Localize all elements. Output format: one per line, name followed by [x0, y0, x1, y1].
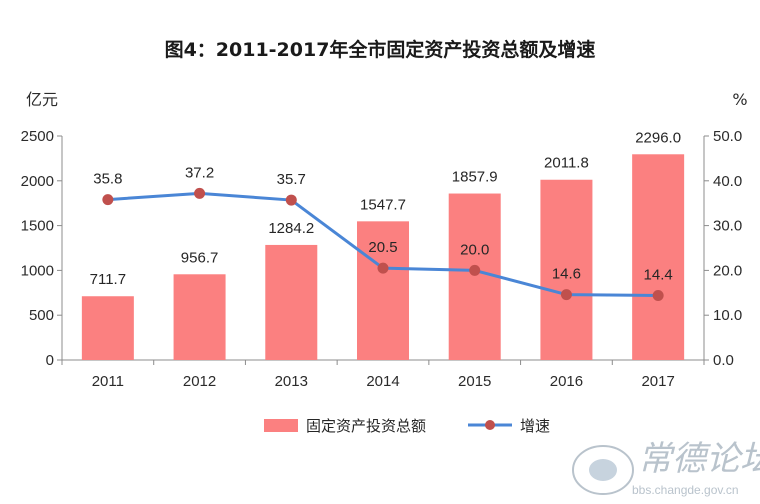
left-tick-label: 0 [46, 352, 54, 369]
bar [357, 221, 409, 360]
x-tick-label: 2015 [458, 373, 491, 390]
line-point [285, 194, 297, 206]
legend-bar-swatch [264, 419, 298, 432]
axes: 0 500 1000 1500 2000 2500 0.0 10.0 20.0 30.0 40.0 5… [21, 128, 743, 390]
right-axis-unit: % [732, 90, 747, 109]
watermark: 常德论坛 bbs.changde.gov.cn [572, 439, 760, 497]
left-tick-label: 1000 [21, 262, 54, 279]
bar-value-label: 1284.2 [268, 220, 314, 237]
legend-bar-label: 固定资产投资总额 [306, 417, 426, 435]
data-labels: 711.7 956.7 1284.2 1547.7 1857.9 2011.8 2296.0… [90, 129, 681, 288]
legend-line-marker [485, 420, 495, 430]
bar-series [81, 154, 685, 360]
line-value-label: 14.6 [552, 266, 581, 283]
legend: 固定资产投资总额 增速 [264, 417, 550, 435]
right-tick-label: 40.0 [713, 173, 742, 190]
line-value-label: 20.5 [368, 239, 397, 256]
bar-value-label: 2011.8 [544, 155, 589, 172]
bar-value-label: 711.7 [90, 271, 126, 288]
right-tick-label: 30.0 [713, 218, 742, 235]
bar-value-label: 1547.7 [360, 196, 406, 213]
right-tick-label: 0.0 [713, 352, 734, 369]
line-value-label: 20.0 [460, 241, 489, 258]
x-tick-label: 2011 [92, 373, 124, 390]
x-tick-label: 2017 [641, 373, 674, 390]
left-tick-label: 1500 [21, 218, 54, 235]
bar [632, 154, 685, 360]
bar-value-label: 956.7 [181, 249, 219, 266]
x-tick-label: 2016 [550, 373, 583, 390]
legend-line-label: 增速 [520, 417, 550, 435]
line-point [377, 262, 389, 274]
line-point [102, 194, 114, 206]
left-tick-label: 500 [29, 307, 54, 324]
right-tick-label: 10.0 [713, 307, 742, 324]
right-tick-label: 20.0 [713, 262, 742, 279]
bar [81, 296, 134, 360]
watermark-url: bbs.changde.gov.cn [632, 483, 739, 497]
line-point [560, 289, 572, 301]
bar-value-label: 2296.0 [635, 129, 681, 146]
line-value-label: 37.2 [185, 164, 214, 181]
left-axis-unit: 亿元 [26, 90, 58, 109]
chart-title: 图4：2011-2017年全市固定资产投资总额及增速 [165, 38, 596, 61]
x-tick-label: 2014 [366, 373, 399, 390]
watermark-text: 常德论坛 [638, 439, 760, 479]
bar-value-label: 1857.9 [452, 169, 498, 186]
left-tick-label: 2500 [21, 128, 54, 145]
line-series [102, 187, 664, 301]
watermark-logo-inner [589, 459, 617, 481]
line-value-label: 35.7 [277, 171, 306, 188]
right-tick-label: 50.0 [713, 128, 742, 145]
line-point [652, 289, 664, 301]
watermark-logo-icon [572, 445, 634, 495]
line-point [469, 264, 481, 276]
bar [173, 274, 226, 360]
line-point [194, 187, 206, 199]
bar [448, 193, 501, 360]
bar [265, 244, 318, 360]
x-tick-label: 2013 [275, 373, 308, 390]
x-tick-label: 2012 [183, 373, 216, 390]
line-value-label: 14.4 [644, 266, 673, 283]
bar [540, 179, 593, 360]
left-tick-label: 2000 [21, 173, 54, 190]
line-value-label: 35.8 [93, 171, 122, 188]
